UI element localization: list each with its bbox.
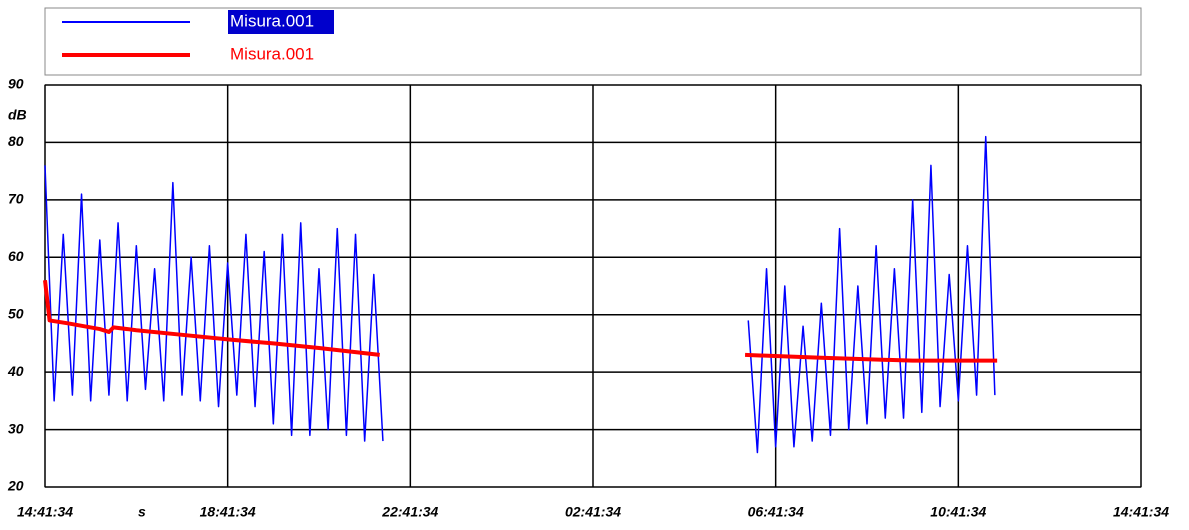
legend-label: Misura.001: [230, 44, 314, 63]
legend-label: Misura.001: [230, 11, 314, 30]
legend-box: [44, 7, 1142, 76]
x-tick-label: 02:41:34: [565, 504, 621, 520]
y-tick-label: 40: [7, 363, 24, 379]
x-tick-label: 14:41:34: [17, 504, 73, 520]
x-axis-label: s: [138, 504, 146, 520]
y-tick-label: 20: [7, 478, 24, 494]
series-line: [44, 135, 996, 454]
y-tick-label: 50: [8, 305, 24, 321]
y-tick-label: 90: [8, 76, 24, 92]
y-axis-label: dB: [8, 107, 27, 123]
x-tick-label: 22:41:34: [381, 504, 438, 520]
y-tick-label: 30: [8, 420, 24, 436]
x-tick-label: 18:41:34: [200, 504, 256, 520]
x-tick-label: 10:41:34: [930, 504, 986, 520]
x-tick-label: 14:41:34: [1113, 504, 1169, 520]
y-tick-label: 60: [8, 248, 24, 264]
legend-highlight: [228, 10, 334, 34]
x-tick-label: 06:41:34: [748, 504, 804, 520]
y-tick-label: 70: [8, 191, 24, 207]
y-tick-label: 80: [8, 133, 24, 149]
series-line: [43, 280, 998, 363]
